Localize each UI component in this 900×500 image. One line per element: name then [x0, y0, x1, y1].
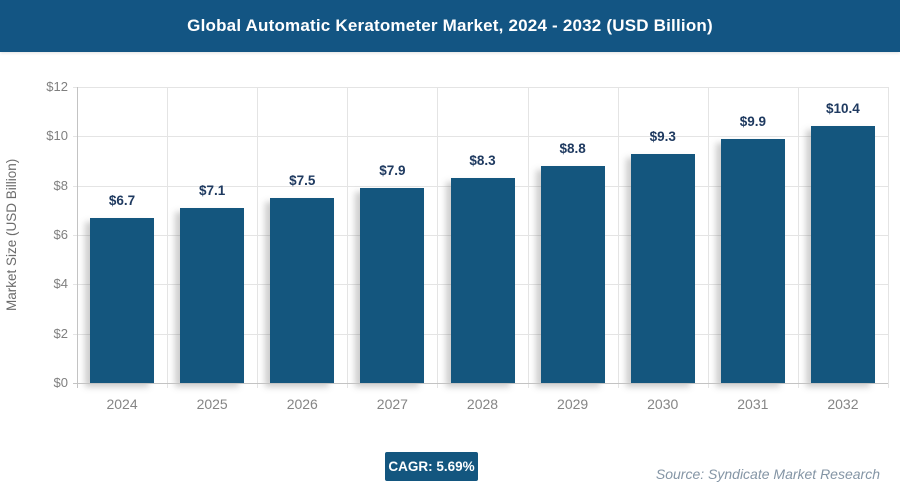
bar-value-label: $8.8	[559, 140, 586, 156]
bar-2024	[90, 217, 155, 383]
x-gridline	[707, 87, 709, 388]
x-gridline	[888, 87, 889, 388]
bar-value-label: $8.3	[469, 153, 496, 169]
bar-value-label: $10.4	[826, 101, 860, 117]
y-tick-label: $2	[53, 325, 68, 341]
x-gridline	[167, 87, 169, 388]
bar-value-label: $9.9	[739, 113, 766, 129]
x-tick-label: 2026	[286, 396, 318, 412]
bar-2032	[810, 126, 875, 383]
x-tick-label: 2024	[106, 396, 138, 412]
x-tick-label: 2028	[466, 396, 499, 412]
bar-2030	[630, 153, 695, 383]
bar-2031	[720, 138, 785, 383]
x-axis-line	[73, 383, 888, 384]
x-tick-label: 2025	[196, 396, 228, 412]
bar-value-label: $7.1	[199, 182, 226, 198]
x-tick-label: 2029	[557, 396, 589, 412]
cagr-badge: CAGR: 5.69%	[385, 452, 478, 481]
bar-2027	[360, 188, 425, 383]
y-tick-label: $6	[53, 227, 68, 242]
bar-2025	[180, 207, 245, 383]
y-tick-label: $10	[46, 128, 68, 144]
bar-value-label: $9.3	[649, 128, 676, 144]
bar-value-label: $6.7	[108, 192, 136, 208]
x-gridline	[347, 87, 349, 388]
x-gridline	[617, 87, 619, 388]
bar-2026	[270, 198, 335, 383]
x-gridline	[527, 87, 529, 388]
y-gridline	[73, 87, 888, 88]
y-axis-line	[77, 87, 78, 388]
y-tick-label: $4	[53, 276, 68, 292]
y-tick-label: $12	[46, 79, 68, 94]
x-tick-label: 2027	[376, 396, 408, 412]
bar-2029	[540, 165, 605, 383]
bar-value-label: $7.5	[289, 173, 316, 188]
chart-title-band: Global Automatic Keratometer Market, 202…	[0, 0, 900, 52]
y-tick-label: $8	[53, 177, 68, 193]
y-gridline	[73, 136, 888, 138]
x-gridline	[257, 87, 259, 388]
x-tick-label: 2031	[737, 396, 769, 412]
x-gridline	[797, 87, 799, 388]
bar-value-label: $7.9	[379, 163, 406, 179]
x-gridline	[437, 87, 439, 388]
source-credit: Source: Syndicate Market Research	[655, 466, 880, 482]
bar-2028	[450, 178, 515, 383]
x-tick-label: 2030	[647, 396, 679, 412]
chart-title: Global Automatic Keratometer Market, 202…	[187, 16, 713, 35]
x-tick-label: 2032	[827, 396, 859, 412]
y-tick-label: $0	[53, 375, 68, 390]
